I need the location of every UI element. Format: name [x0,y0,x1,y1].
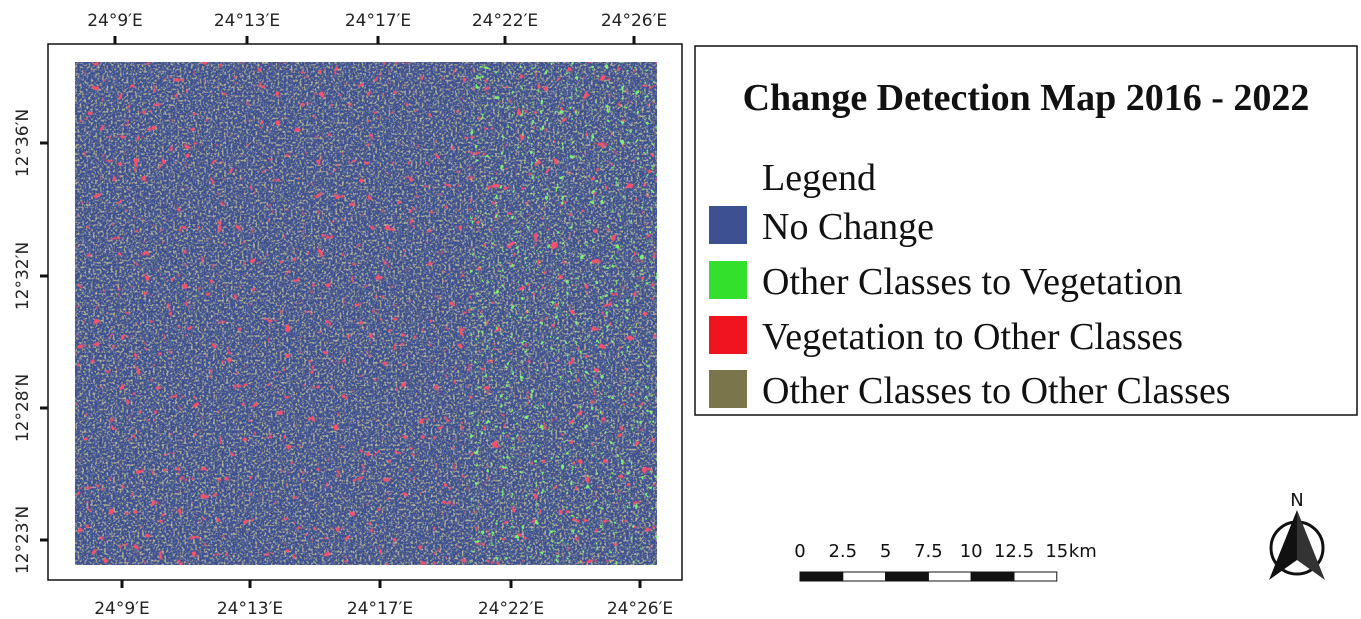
legend-swatch [709,261,747,299]
scale-label: 0 [794,541,805,562]
scale-segment [885,571,929,582]
north-arrow: N [1269,490,1325,580]
left-axis-label: 12°32′N [13,242,33,310]
top-axis-label: 24°22′E [472,11,538,31]
legend-label: Other Classes to Other Classes [762,370,1231,412]
scale-segment [927,571,972,582]
legend-box [694,45,1358,416]
legend-swatch [709,206,747,244]
left-axis-label: 12°28′N [13,374,33,442]
bottom-axis-label: 24°9′E [94,599,150,619]
legend-label: No Change [762,206,934,248]
scale-label: 2.5 [828,541,857,562]
map-title: Change Detection Map 2016 - 2022 [743,77,1310,119]
scale-label: 5 [880,541,891,562]
raster-green [470,62,657,565]
scale-label: 12.5 [994,541,1034,562]
north-right [1297,510,1325,580]
top-axis-label: 24°13′E [214,11,280,31]
scale-label: 7.5 [914,541,943,562]
scale-segment [799,571,844,582]
legend-label: Vegetation to Other Classes [762,316,1183,358]
scale-segment [1013,571,1058,582]
top-axis-label: 24°9′E [87,11,143,31]
north-left [1269,510,1297,580]
scale-segment [970,571,1015,582]
raster [75,62,657,565]
bottom-axis-label: 24°22′E [478,599,544,619]
left-axis-label: 12°36′N [13,109,33,177]
legend-heading: Legend [762,157,876,199]
legend-label: Other Classes to Vegetation [762,261,1182,303]
scale-bar: 0 2.5 5 7.5 10 12.5 15 km [794,541,1097,582]
bottom-axis-label: 24°13′E [217,599,283,619]
north-label: N [1290,490,1303,511]
top-axis-label: 24°17′E [345,11,411,31]
legend-swatch [709,316,747,354]
top-axis-label: 24°26′E [601,11,667,31]
scale-unit: km [1069,541,1097,562]
scale-segment [842,571,887,582]
scale-label: 10 [960,541,983,562]
scale-label: 15 [1045,541,1068,562]
legend-swatch [709,370,747,408]
left-axis-label: 12°23′N [13,506,33,574]
bottom-axis-label: 24°26′E [607,599,673,619]
bottom-axis-label: 24°17′E [347,599,413,619]
